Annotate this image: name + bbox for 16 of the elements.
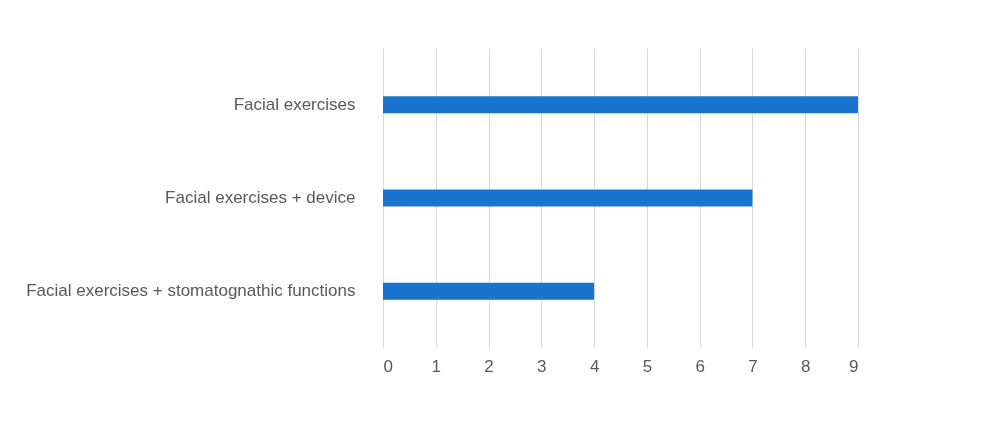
x-tick-label: 2: [484, 356, 494, 376]
x-tick-label: 4: [589, 356, 600, 376]
x-tick-label: 0: [383, 356, 393, 376]
bar: [383, 282, 595, 300]
y-tick-label: Facial exercises + device: [165, 188, 356, 207]
bar: [383, 96, 858, 114]
x-tick-label: 1: [431, 356, 442, 376]
x-tick-label: 8: [800, 356, 811, 376]
x-tick-label: 5: [642, 356, 653, 376]
bar: [383, 189, 753, 207]
y-tick-label: Facial exercises: [233, 94, 356, 114]
x-tick-label: 7: [748, 356, 758, 376]
x-tick-label: 6: [695, 356, 705, 376]
y-tick-label: Facial exercises + stomatognathic functions: [26, 281, 356, 301]
x-tick-label: 9: [849, 356, 859, 376]
x-tick-label: 3: [537, 356, 547, 376]
